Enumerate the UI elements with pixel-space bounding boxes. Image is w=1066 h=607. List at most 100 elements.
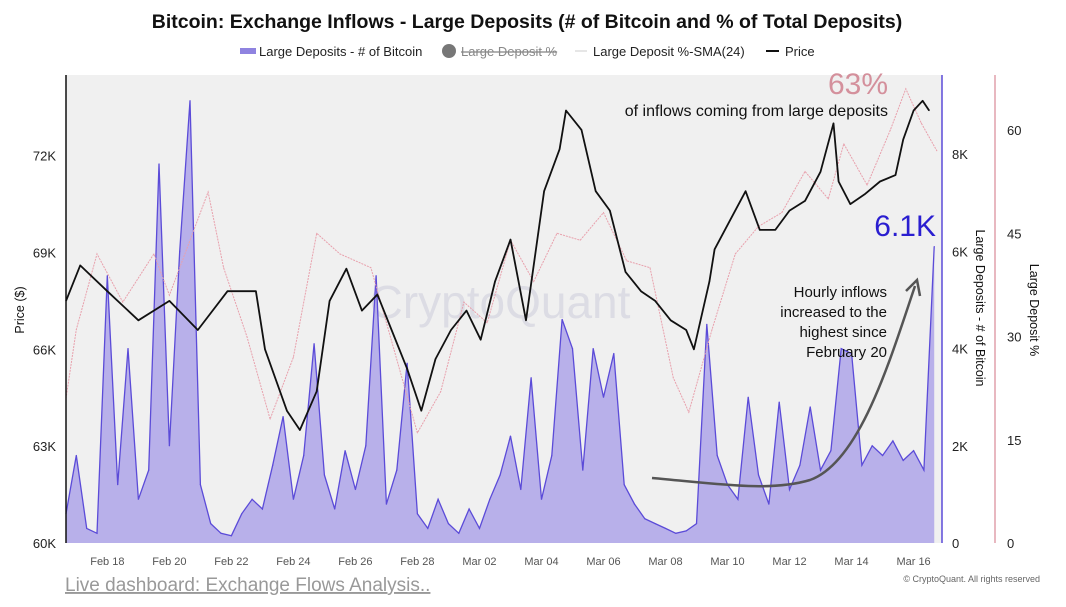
- sma-point: [246, 336, 248, 338]
- price-point: [465, 310, 468, 312]
- price-point: [376, 293, 378, 296]
- copyright: © CryptoQuant. All rights reserved: [903, 574, 1040, 584]
- sma-point: [269, 418, 271, 420]
- deposits-tick-label: 4K: [952, 342, 968, 357]
- legend-label: Large Deposit %: [461, 44, 558, 59]
- deposit-point: [840, 348, 842, 350]
- price-point: [912, 109, 915, 112]
- price-point: [922, 100, 924, 102]
- legend-swatch-area: [240, 48, 256, 54]
- deposit-point: [241, 513, 243, 515]
- deposit-point: [881, 454, 884, 457]
- price-point: [197, 329, 199, 331]
- price-point: [670, 319, 672, 321]
- x-tick-label: Mar 16: [896, 556, 930, 568]
- price-point: [543, 190, 545, 192]
- legend-item-deposits[interactable]: Large Deposits - # of Bitcoin: [240, 44, 422, 59]
- chart-title: Bitcoin: Exchange Inflows - Large Deposi…: [152, 11, 902, 33]
- sma-point: [533, 280, 535, 282]
- price-tick-label: 60K: [33, 536, 56, 551]
- price-point: [345, 268, 347, 270]
- deposit-point: [427, 527, 429, 530]
- price-point: [685, 329, 687, 331]
- price-point: [361, 310, 363, 312]
- deposit-point: [148, 469, 150, 471]
- deposit-point: [592, 348, 594, 350]
- deposit-point: [571, 348, 574, 350]
- price-point: [316, 390, 318, 392]
- price-point: [714, 248, 716, 250]
- price-point: [450, 329, 452, 331]
- deposit-point: [613, 352, 615, 355]
- deposit-point: [272, 464, 274, 466]
- price-point: [849, 203, 851, 205]
- x-tick-label: Feb 22: [214, 556, 248, 568]
- price-point: [693, 348, 695, 350]
- annotation-note-line: highest since: [799, 324, 887, 341]
- sma-point: [843, 143, 845, 145]
- legend-swatch-dot: [442, 44, 456, 58]
- deposit-point: [220, 532, 222, 534]
- legend-item-price[interactable]: Price: [766, 44, 815, 59]
- deposit-point: [334, 508, 336, 510]
- price-point: [580, 129, 583, 131]
- sma-point: [122, 301, 124, 303]
- deposits-tick-label: 6K: [952, 244, 968, 259]
- price-tick-label: 63K: [33, 439, 56, 454]
- deposit-point: [819, 469, 822, 471]
- dashboard-link[interactable]: Live dashboard: Exchange Flows Analysis.…: [65, 575, 430, 596]
- legend-item-percent[interactable]: Large Deposit %: [442, 44, 558, 59]
- sma-point: [804, 170, 806, 172]
- sma-point: [936, 150, 938, 152]
- deposit-point: [892, 440, 894, 442]
- legend-label: Price: [785, 44, 815, 59]
- sma-point: [463, 301, 465, 303]
- sma-point: [416, 432, 418, 434]
- deposit-point: [551, 454, 553, 457]
- sma-point: [292, 356, 294, 358]
- sma-point: [602, 212, 604, 214]
- x-tick-label: Mar 04: [524, 556, 558, 568]
- deposit-point: [809, 406, 811, 408]
- deposit-point: [396, 469, 398, 471]
- sma-point: [649, 267, 651, 269]
- price-point: [79, 264, 81, 267]
- price-axis-label: Price ($): [13, 286, 27, 333]
- deposit-point: [654, 522, 656, 525]
- price-point: [832, 122, 835, 125]
- x-tick-label: Mar 10: [710, 556, 744, 568]
- price-point: [406, 368, 408, 370]
- deposit-point: [96, 532, 98, 534]
- deposit-point: [757, 474, 760, 476]
- annotation-note-line: Hourly inflows: [794, 284, 887, 301]
- sma-point: [688, 411, 690, 413]
- price-point: [640, 290, 642, 292]
- price-point: [838, 180, 840, 183]
- price-point: [729, 219, 731, 221]
- price-point: [255, 290, 257, 292]
- deposit-point: [644, 518, 646, 520]
- sma-point: [370, 267, 372, 269]
- deposit-point: [850, 352, 853, 355]
- percent-tick-label: 60: [1007, 123, 1021, 138]
- deposit-point: [499, 474, 501, 476]
- deposit-point: [923, 469, 925, 471]
- price-point: [420, 410, 422, 412]
- x-tick-label: Feb 26: [338, 556, 372, 568]
- deposit-point: [602, 396, 605, 398]
- sma-point: [223, 267, 225, 269]
- legend-item-sma[interactable]: Large Deposit %-SMA(24): [575, 44, 745, 59]
- deposit-point: [106, 275, 108, 277]
- deposit-point: [861, 464, 863, 466]
- price-point: [299, 429, 301, 431]
- legend: Large Deposits - # of Bitcoin Large Depo…: [240, 44, 815, 59]
- deposit-point: [210, 522, 212, 525]
- deposit-point: [933, 245, 935, 248]
- deposit-point: [468, 508, 470, 510]
- price-point: [106, 290, 108, 292]
- price-point: [708, 280, 711, 283]
- deposit-point: [365, 445, 367, 447]
- price-point: [759, 229, 761, 231]
- deposit-point: [86, 527, 88, 530]
- deposit-point: [323, 474, 326, 476]
